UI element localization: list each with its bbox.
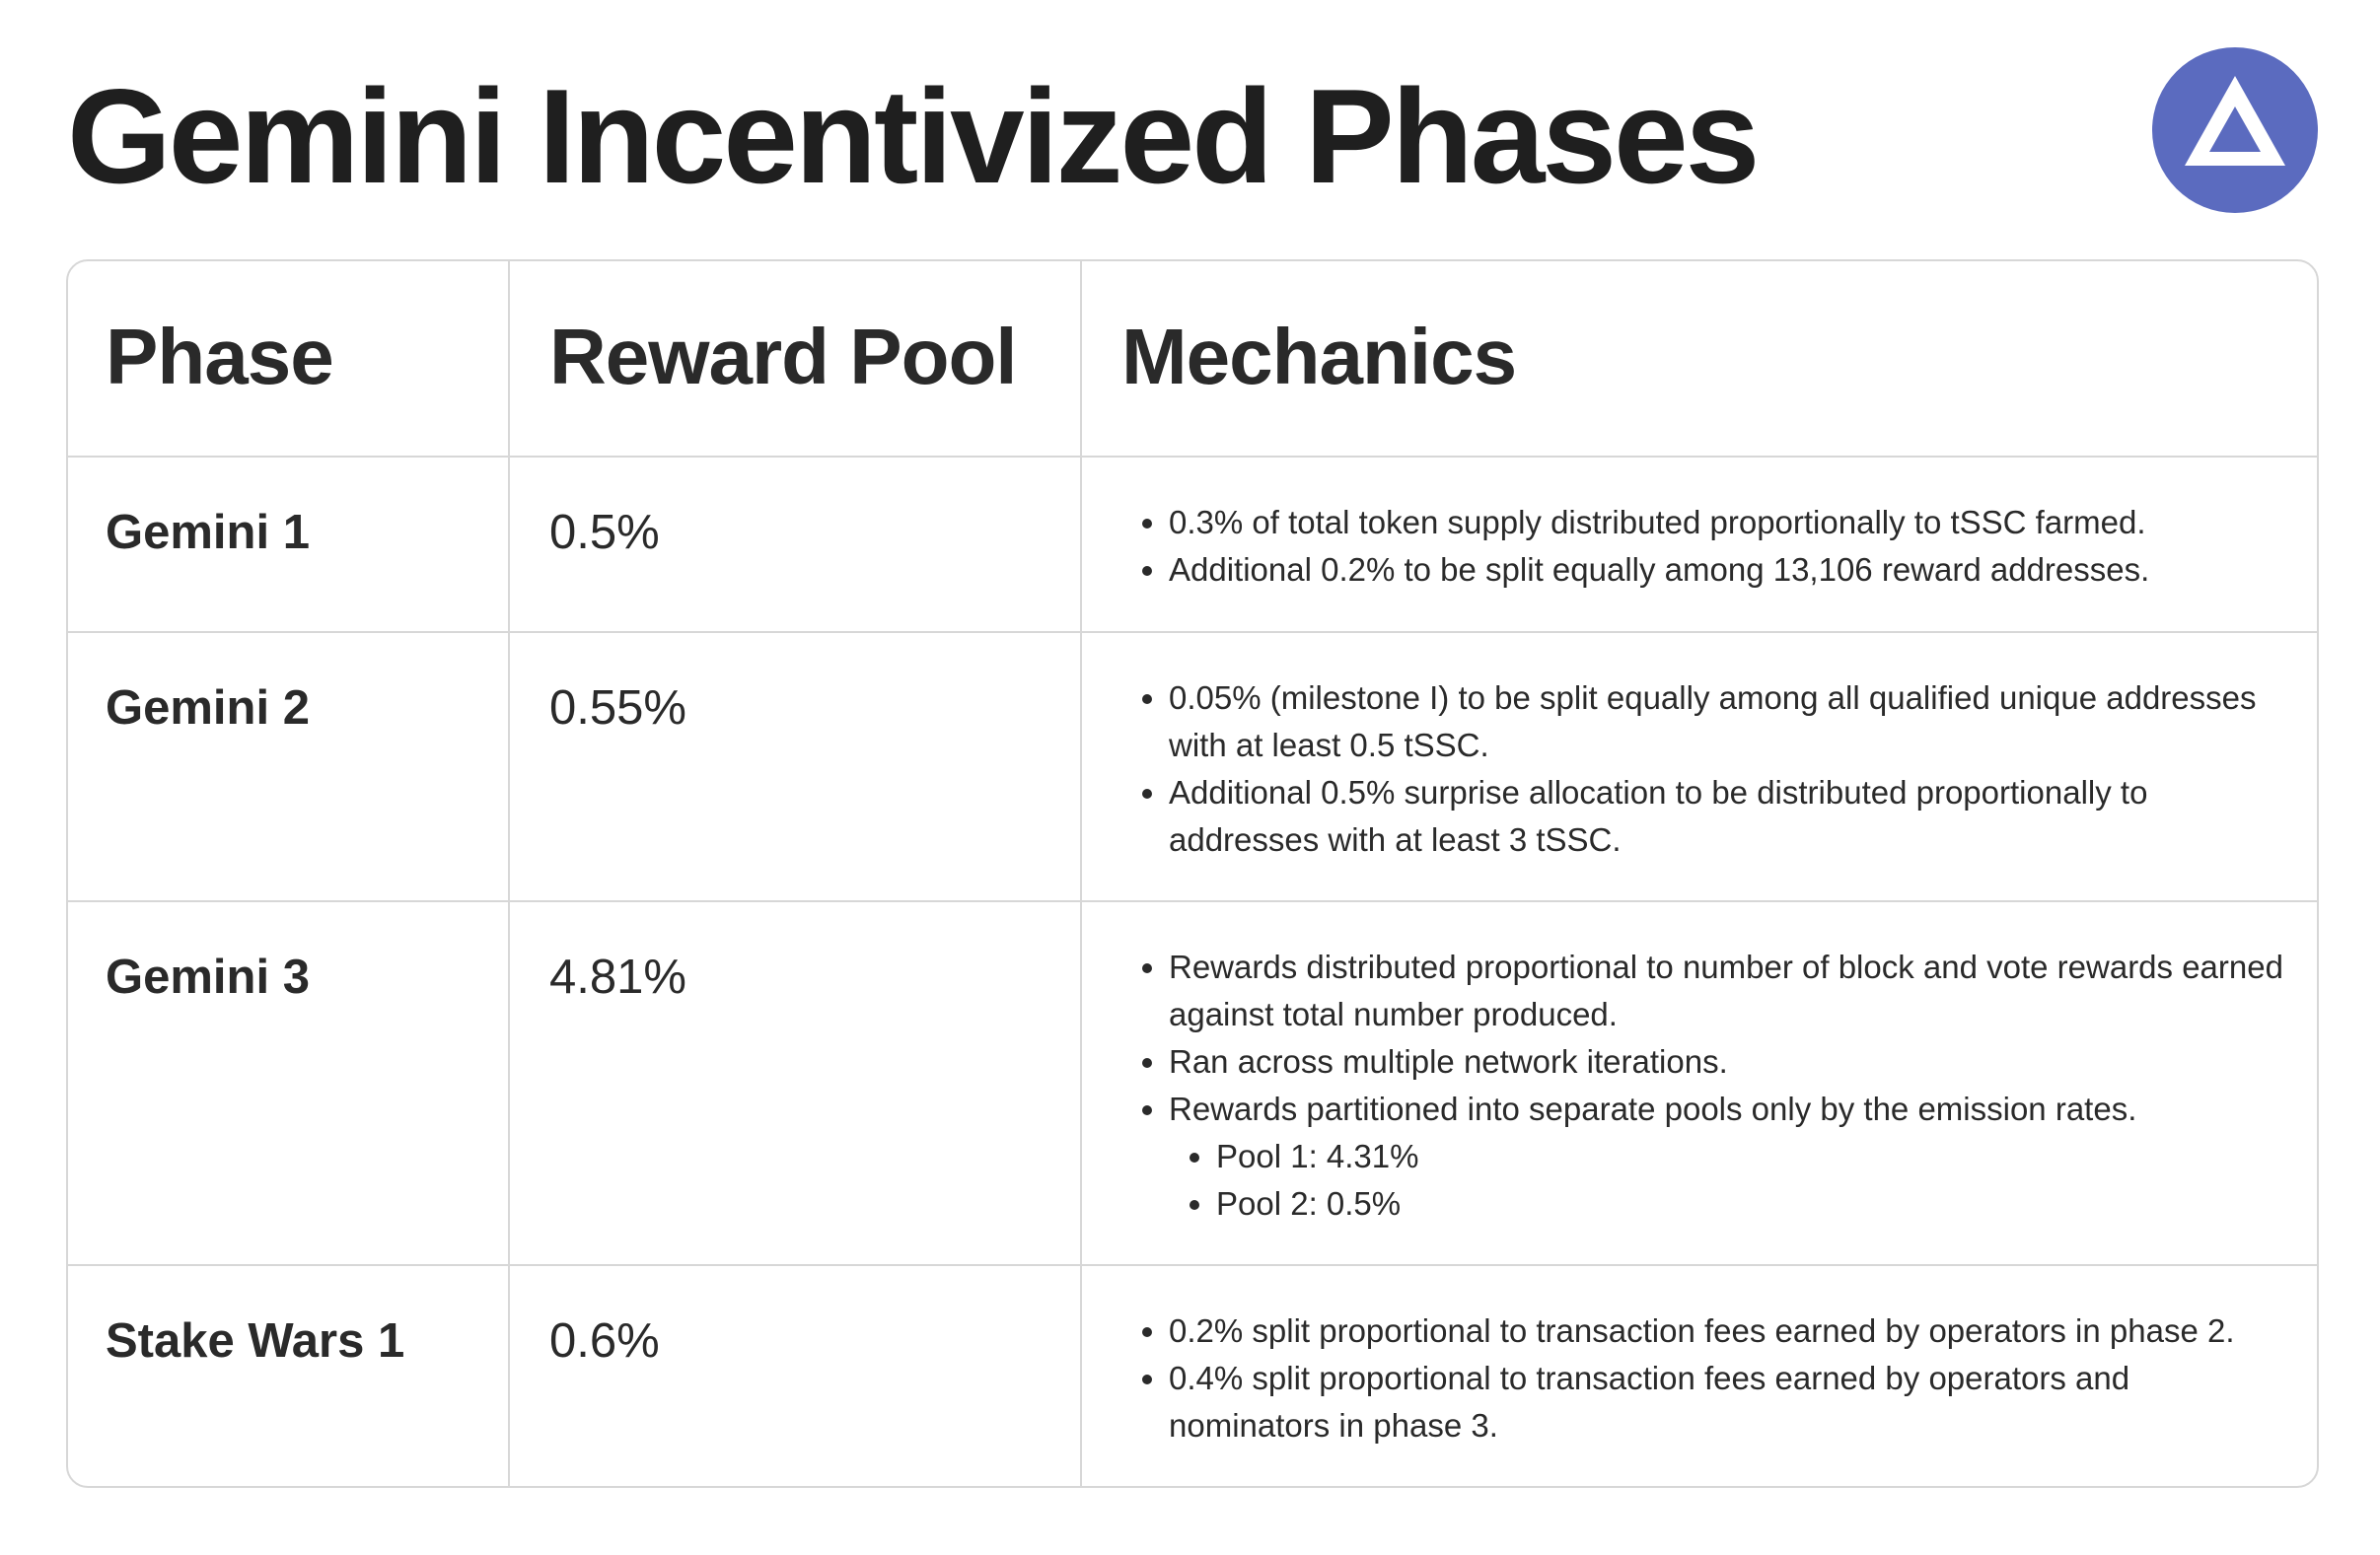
phase-cell: Stake Wars 1 (68, 1265, 510, 1486)
mechanics-cell: Rewards distributed proportional to numb… (1081, 901, 2317, 1266)
table-header-row: Phase Reward Pool Mechanics (68, 261, 2317, 458)
reward-pool-cell: 0.6% (509, 1265, 1082, 1486)
mechanics-subitem: Pool 2: 0.5% (1216, 1180, 2287, 1228)
mechanics-item-text: Rewards partitioned into separate pools … (1169, 1091, 2137, 1127)
mechanics-item: 0.2% split proportional to transaction f… (1169, 1308, 2287, 1355)
reward-pool-cell: 0.5% (509, 457, 1082, 633)
table-row: Gemini 1 0.5% 0.3% of total token supply… (68, 457, 2317, 633)
table-row: Stake Wars 1 0.6% 0.2% split proportiona… (68, 1265, 2317, 1486)
mechanics-cell: 0.3% of total token supply distributed p… (1081, 457, 2317, 633)
mechanics-item: 0.3% of total token supply distributed p… (1169, 499, 2287, 546)
mechanics-list: 0.2% split proportional to transaction f… (1121, 1308, 2287, 1449)
mechanics-list: 0.3% of total token supply distributed p… (1121, 499, 2287, 594)
mechanics-cell: 0.05% (milestone I) to be split equally … (1081, 632, 2317, 902)
mechanics-cell: 0.2% split proportional to transaction f… (1081, 1265, 2317, 1486)
phase-cell: Gemini 2 (68, 632, 510, 902)
phase-cell: Gemini 1 (68, 457, 510, 633)
mechanics-list: 0.05% (milestone I) to be split equally … (1121, 674, 2287, 864)
phase-cell: Gemini 3 (68, 901, 510, 1266)
table-row: Gemini 2 0.55% 0.05% (milestone I) to be… (68, 632, 2317, 902)
mechanics-item: Additional 0.2% to be split equally amon… (1169, 546, 2287, 594)
subspace-logo-icon (2152, 47, 2318, 213)
header-phase: Phase (68, 261, 510, 458)
mechanics-item: Ran across multiple network iterations. (1169, 1038, 2287, 1086)
mechanics-item-with-sublist: Rewards partitioned into separate pools … (1169, 1086, 2287, 1228)
reward-pool-cell: 4.81% (509, 901, 1082, 1266)
mechanics-item: Rewards distributed proportional to numb… (1169, 944, 2287, 1038)
header-mechanics: Mechanics (1081, 261, 2317, 458)
header-reward-pool: Reward Pool (509, 261, 1082, 458)
table-row: Gemini 3 4.81% Rewards distributed propo… (68, 901, 2317, 1266)
mechanics-list: Rewards distributed proportional to numb… (1121, 944, 2287, 1228)
mechanics-item: 0.4% split proportional to transaction f… (1169, 1355, 2287, 1449)
phases-table: Phase Reward Pool Mechanics Gemini 1 0.5… (66, 259, 2319, 1488)
reward-pool-cell: 0.55% (509, 632, 1082, 902)
mechanics-sublist: Pool 1: 4.31% Pool 2: 0.5% (1169, 1133, 2287, 1228)
page-title: Gemini Incentivized Phases (67, 61, 1760, 211)
mechanics-item: 0.05% (milestone I) to be split equally … (1169, 674, 2287, 769)
mechanics-item: Additional 0.5% surprise allocation to b… (1169, 769, 2287, 864)
mechanics-subitem: Pool 1: 4.31% (1216, 1133, 2287, 1180)
